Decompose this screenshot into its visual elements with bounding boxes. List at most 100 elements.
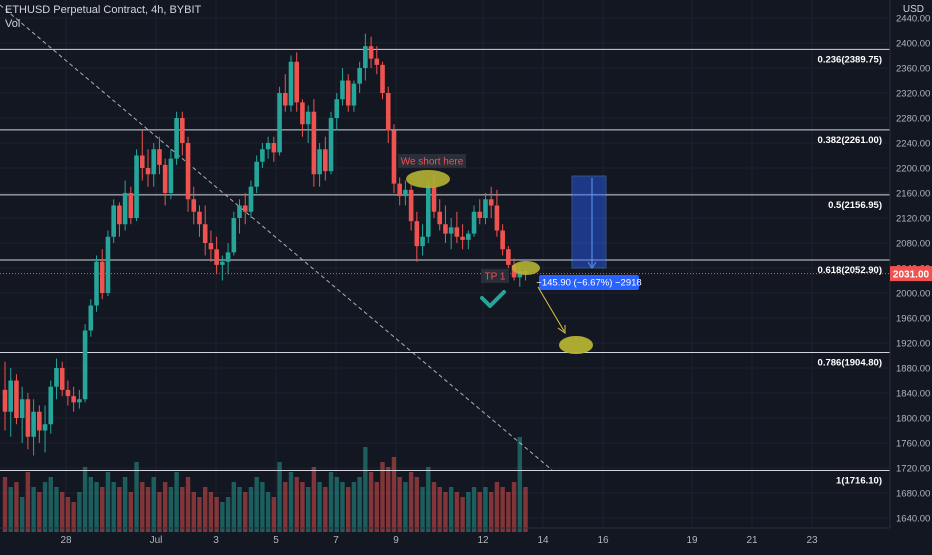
candle-body [357,68,362,84]
candle-body [368,46,374,59]
price-tick-label: 1920.00 [896,339,930,350]
candle [305,105,311,143]
candle [437,199,443,231]
candle-body [351,83,357,106]
candle [151,143,157,187]
candle-body [437,211,443,225]
volume-bar [494,482,500,532]
candle-body [237,205,242,218]
candle [25,393,31,450]
price-tick-label: 2120.00 [896,214,930,225]
candle [48,380,54,434]
currency-label: USD [902,4,924,15]
time-tick-label: 7 [333,535,339,546]
time-tick-label: 3 [213,535,219,546]
candle [225,243,231,275]
volume-bar [517,437,522,532]
time-tick-label: Jul [150,535,163,546]
volume-bar [368,472,374,532]
volume-bar [254,477,259,532]
volume-bar [414,477,420,532]
volume-bar [48,477,53,532]
volume-bar [340,482,345,532]
volume-bar [117,487,122,532]
volume-bar [77,492,82,532]
short-label-box [398,154,466,168]
candle-body [305,111,311,125]
candle-body [197,211,202,225]
candle [403,180,408,206]
candle [71,386,76,412]
time-tick-label: 5 [273,535,279,546]
volume-bar [88,477,93,532]
price-tick-label: 1760.00 [896,439,930,450]
volume-bar [60,492,65,532]
candle [351,80,357,112]
price-tick-label: 2160.00 [896,189,930,200]
price-tick-label: 2320.00 [896,89,930,100]
fib-level-label: 0.5(2156.95) [828,200,882,211]
time-axis[interactable]: 28 Jul 3 5 7 9 12 14 16 19 21 23 [0,527,890,546]
last-price-tag [890,266,932,282]
candle [288,55,294,112]
volume-bar [243,492,248,532]
tp-label-text: TP 1 [485,272,506,283]
candle [31,399,36,456]
candle [357,61,362,93]
price-tick-label: 1680.00 [896,489,930,500]
volume-bar [300,482,305,532]
candle [254,155,259,193]
candle-body [82,330,88,400]
candle-body [208,243,214,250]
candle [214,236,219,275]
volume-bar [260,482,265,532]
candle [454,211,460,243]
candle-body [425,186,431,237]
candle [94,255,99,312]
candle [139,130,145,181]
volume-bar [54,487,59,532]
price-tick-label: 1640.00 [896,514,930,525]
descending-trendline [0,4,553,471]
candle-body [37,411,42,431]
volume-bar [283,482,288,532]
volume-bar [277,462,282,532]
volume-bar [431,482,437,532]
candle [448,218,454,250]
candle-body [151,149,157,175]
candle [122,180,128,231]
volume-bar [197,497,202,532]
candle [19,386,25,443]
volume-bar [94,482,99,532]
candle [494,189,500,237]
volume-bar [454,492,460,532]
candle [425,180,431,243]
volume-bar [288,472,294,532]
volume-bar [483,487,488,532]
candle [248,180,254,218]
candle-body [431,186,437,212]
candle [500,224,505,256]
candle-body [265,143,271,150]
candle-body [466,233,471,240]
candle-body [454,227,460,237]
candle-body [374,58,380,65]
candle-body [506,249,511,265]
volume-bar [105,472,111,532]
price-axis[interactable]: 1640.00 1680.00 1720.00 1760.00 1800.00 1840.… [889,0,932,550]
candle [340,68,345,106]
candle-body [185,143,191,200]
candle-body [128,193,134,218]
candle [294,52,300,112]
candle [174,111,179,165]
candle-body [363,46,368,68]
volume-bar [294,477,299,532]
candle [157,136,162,175]
candle [162,158,168,206]
measure-label-box [539,275,639,290]
candle-body [288,61,294,106]
candles [2,33,528,456]
short-label-text: We short here [401,157,464,168]
